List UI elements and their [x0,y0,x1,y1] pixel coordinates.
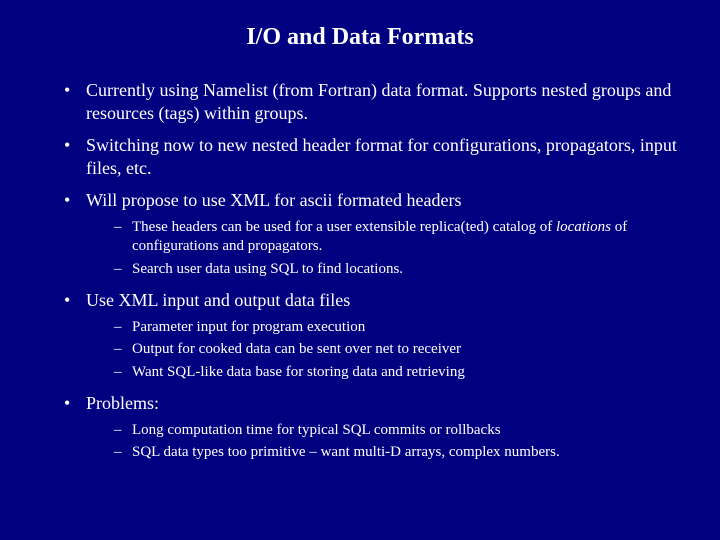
sub-text: Output for cooked data can be sent over … [132,341,461,357]
sub-text: Search user data using SQL to find locat… [132,261,403,277]
bullet-text: Switching now to new nested header forma… [86,135,677,178]
slide-title: I/O and Data Formats [40,24,680,51]
sub-text: Parameter input for program execution [132,319,365,335]
list-item: Use XML input and output data files Para… [64,289,680,382]
list-item: Currently using Namelist (from Fortran) … [64,79,680,124]
sub-text: SQL data types too primitive – want mult… [132,444,560,460]
sub-text: Want SQL-like data base for storing data… [132,364,465,380]
bullet-list: Currently using Namelist (from Fortran) … [40,79,680,463]
bullet-text: Will propose to use XML for ascii format… [86,190,462,210]
sub-list-item: Output for cooked data can be sent over … [114,340,680,360]
sub-list-item: Want SQL-like data base for storing data… [114,363,680,383]
sub-list: These headers can be used for a user ext… [86,218,680,280]
sub-list-item: SQL data types too primitive – want mult… [114,443,680,463]
sub-list-item: Parameter input for program execution [114,318,680,338]
list-item: Will propose to use XML for ascii format… [64,189,680,279]
list-item: Switching now to new nested header forma… [64,134,680,179]
sub-text-italic: locations [556,219,611,235]
sub-list-item: Search user data using SQL to find locat… [114,260,680,280]
sub-list-item: Long computation time for typical SQL co… [114,421,680,441]
sub-list-item: These headers can be used for a user ext… [114,218,680,257]
sub-list: Parameter input for program execution Ou… [86,318,680,383]
sub-text: Long computation time for typical SQL co… [132,422,501,438]
sub-text: These headers can be used for a user ext… [132,219,556,235]
list-item: Problems: Long computation time for typi… [64,392,680,463]
bullet-text: Currently using Namelist (from Fortran) … [86,80,671,123]
sub-list: Long computation time for typical SQL co… [86,421,680,463]
bullet-text: Problems: [86,393,159,413]
bullet-text: Use XML input and output data files [86,290,350,310]
